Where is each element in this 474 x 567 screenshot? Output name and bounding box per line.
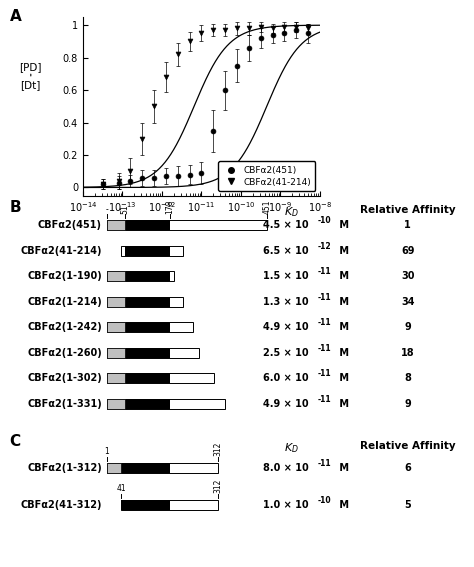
- Text: 69: 69: [401, 246, 414, 256]
- Text: Relative Affinity: Relative Affinity: [360, 441, 456, 451]
- Text: 312: 312: [213, 479, 222, 493]
- Text: -12: -12: [318, 242, 331, 251]
- Text: 18: 18: [401, 348, 414, 358]
- Legend: CBFα2(451), CBFα2(41-214): CBFα2(451), CBFα2(41-214): [218, 162, 315, 191]
- Text: M: M: [336, 348, 348, 358]
- Text: -11: -11: [318, 459, 331, 468]
- Text: 9: 9: [404, 322, 411, 332]
- Text: [Dt]: [Dt]: [21, 80, 41, 90]
- Text: M: M: [336, 271, 348, 281]
- Text: CBFα2(1-302): CBFα2(1-302): [27, 373, 102, 383]
- Text: 51: 51: [120, 204, 129, 214]
- Text: B: B: [9, 200, 21, 214]
- Text: M: M: [336, 297, 348, 307]
- Text: -: -: [105, 205, 108, 214]
- Text: 1.3 × 10: 1.3 × 10: [263, 297, 309, 307]
- Text: 4.9 × 10: 4.9 × 10: [263, 322, 309, 332]
- Text: CBFα2(1-312): CBFα2(1-312): [27, 463, 102, 473]
- Text: CBFα2(1-190): CBFα2(1-190): [27, 271, 102, 281]
- Text: -11: -11: [318, 369, 331, 378]
- Text: -11: -11: [318, 267, 331, 276]
- Text: 6: 6: [404, 463, 411, 473]
- Text: A: A: [9, 9, 21, 23]
- Text: 6.5 × 10: 6.5 × 10: [263, 246, 309, 256]
- Text: -11: -11: [318, 344, 331, 353]
- Text: CBFα2(41-214): CBFα2(41-214): [20, 246, 102, 256]
- Text: 41: 41: [116, 484, 126, 493]
- Text: -11: -11: [318, 293, 331, 302]
- Text: 178: 178: [165, 200, 174, 214]
- Text: C: C: [9, 434, 20, 448]
- Text: 451: 451: [263, 199, 272, 214]
- Text: 4.5 × 10: 4.5 × 10: [263, 220, 309, 230]
- Text: 34: 34: [401, 297, 414, 307]
- Text: M: M: [336, 399, 348, 409]
- Text: M: M: [336, 463, 348, 473]
- Text: 30: 30: [401, 271, 414, 281]
- Text: CBFα2(1-242): CBFα2(1-242): [27, 322, 102, 332]
- Text: 8: 8: [404, 373, 411, 383]
- Text: [PD]: [PD]: [19, 62, 42, 72]
- Text: M: M: [336, 500, 348, 510]
- Text: -10: -10: [318, 216, 331, 225]
- Text: $K_D$: $K_D$: [284, 205, 299, 219]
- Text: 2.5 × 10: 2.5 × 10: [263, 348, 309, 358]
- Text: CBFα2(1-331): CBFα2(1-331): [27, 399, 102, 409]
- Text: $K_D$: $K_D$: [284, 441, 299, 455]
- Text: CBFα2(1-214): CBFα2(1-214): [27, 297, 102, 307]
- Text: -10: -10: [318, 496, 331, 505]
- Text: 5: 5: [404, 500, 411, 510]
- Text: 1.5 × 10: 1.5 × 10: [263, 271, 309, 281]
- Text: 4.9 × 10: 4.9 × 10: [263, 399, 309, 409]
- Text: 6.0 × 10: 6.0 × 10: [263, 373, 309, 383]
- Text: 1: 1: [104, 447, 109, 456]
- Text: -11: -11: [318, 395, 331, 404]
- Text: CBFα2(1-260): CBFα2(1-260): [27, 348, 102, 358]
- Text: 9: 9: [404, 399, 411, 409]
- Text: Relative Affinity: Relative Affinity: [360, 205, 456, 215]
- Text: 312: 312: [213, 442, 222, 456]
- Text: CBFα2(451): CBFα2(451): [38, 220, 102, 230]
- Text: M: M: [336, 322, 348, 332]
- X-axis label: [CBFα2]: [CBFα2]: [179, 220, 224, 230]
- Text: 1: 1: [404, 220, 411, 230]
- Text: M: M: [336, 246, 348, 256]
- Text: -11: -11: [318, 318, 331, 327]
- Text: CBFα2(41-312): CBFα2(41-312): [20, 500, 102, 510]
- Text: 1.0 × 10: 1.0 × 10: [263, 500, 309, 510]
- Text: M: M: [336, 220, 348, 230]
- Text: 8.0 × 10: 8.0 × 10: [263, 463, 309, 473]
- Text: M: M: [336, 373, 348, 383]
